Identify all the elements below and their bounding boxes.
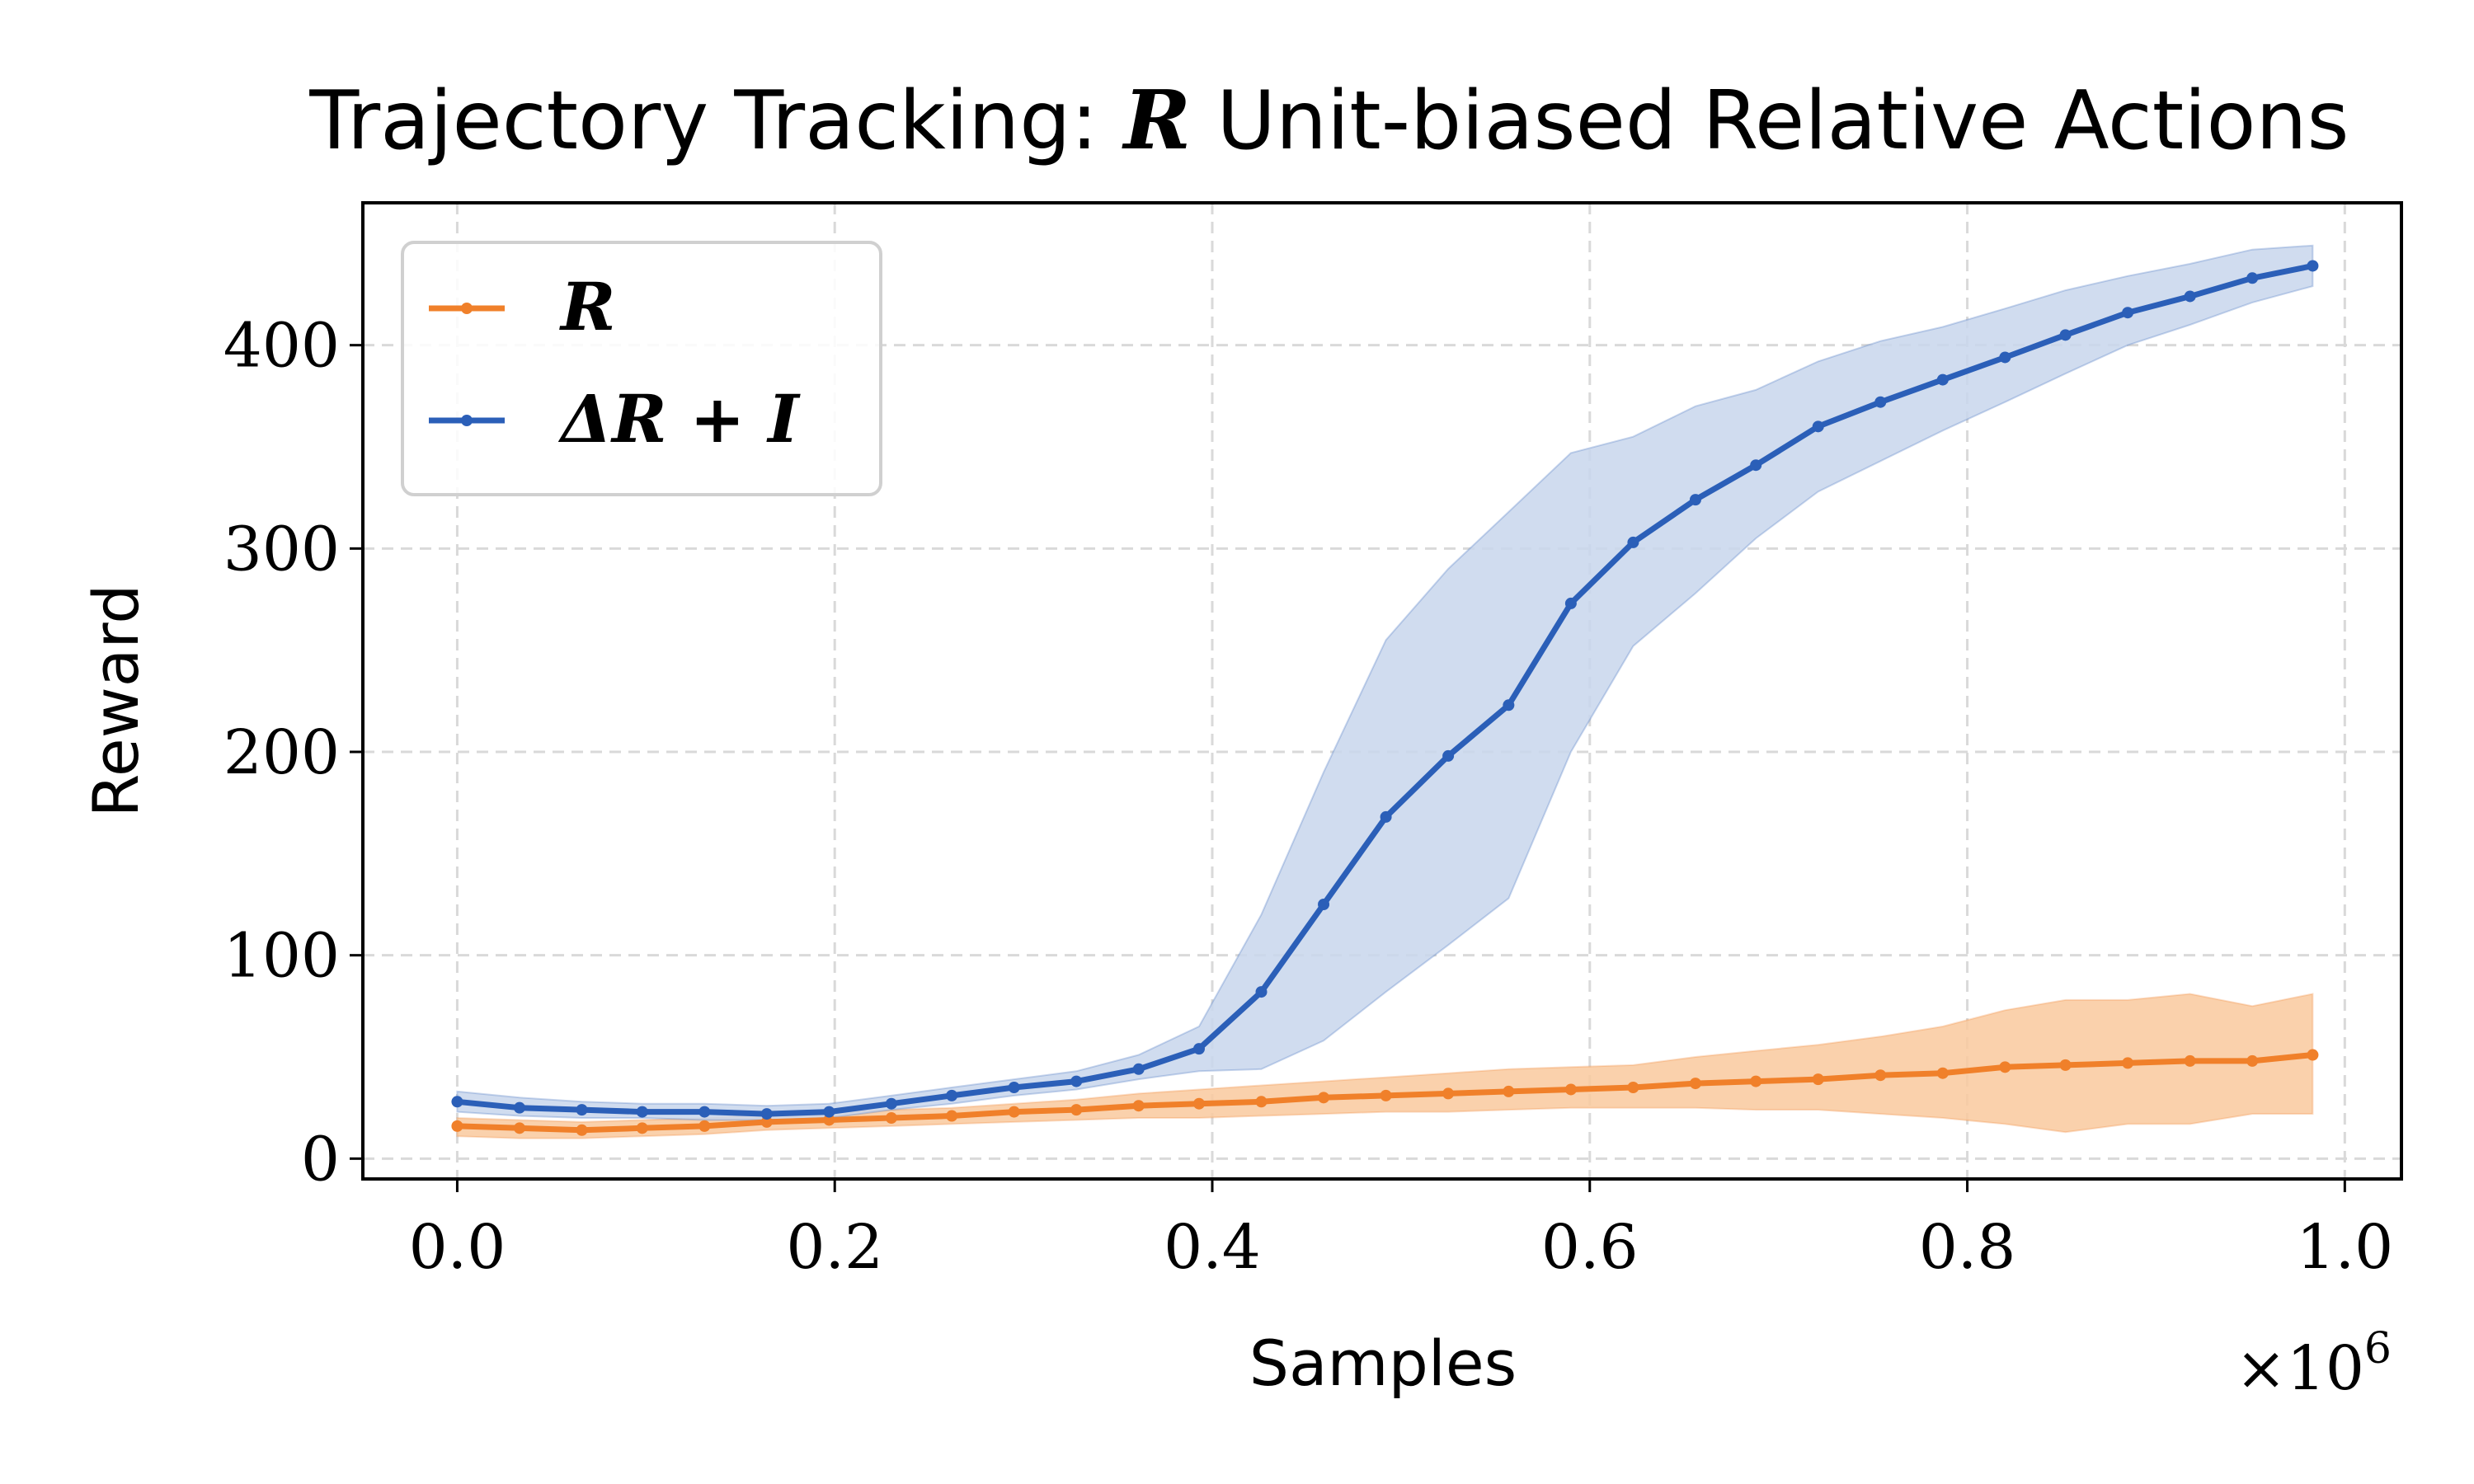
y-tick-label-4: 400 [223,311,340,382]
point-series-0-12 [1192,1097,1205,1110]
point-series-0-1 [513,1122,525,1134]
point-series-1-28 [2184,290,2196,303]
point-series-0-5 [760,1115,773,1128]
point-series-1-24 [1936,373,1949,386]
point-series-0-30 [2307,1049,2319,1061]
x-axis-multiplier-base: ×10 [2236,1333,2364,1404]
point-series-0-28 [2184,1054,2196,1067]
y-axis-ticks: 0 100 200 300 400 [223,311,363,1195]
point-series-0-10 [1070,1104,1083,1116]
x-tick-label-1: 0.2 [786,1212,883,1283]
legend-marker-1 [461,415,473,426]
x-tick-label-5: 1.0 [2296,1212,2393,1283]
point-series-0-13 [1255,1096,1268,1108]
chart-title: Trajectory Tracking: R Unit-biased Relat… [308,73,2349,168]
point-series-0-21 [1750,1075,1762,1087]
y-tick-label-2: 200 [223,717,340,788]
point-series-0-0 [451,1120,463,1132]
point-series-1-14 [1318,899,1330,910]
point-series-1-20 [1689,494,1701,506]
legend-marker-0 [461,303,473,314]
point-series-0-6 [823,1114,835,1126]
point-series-1-23 [1874,396,1887,408]
point-series-1-19 [1627,536,1639,548]
x-axis-multiplier-exponent: 6 [2364,1324,2392,1374]
point-series-1-1 [513,1101,525,1114]
point-series-1-22 [1812,420,1824,433]
x-axis-label: Samples [1249,1327,1517,1400]
point-series-1-13 [1255,986,1268,998]
chart-title-prefix: Trajectory Tracking: [308,74,1123,168]
x-tick-label-2: 0.4 [1164,1212,1261,1283]
point-series-1-26 [2059,329,2072,341]
legend-box [401,241,882,496]
series-markers [451,260,2319,1136]
point-series-1-30 [2307,260,2319,272]
x-tick-label-0: 0.0 [409,1212,506,1283]
plot-area-frame [361,201,2403,1181]
point-series-0-9 [1008,1106,1020,1118]
point-series-0-24 [1936,1067,1949,1079]
point-series-1-7 [885,1097,897,1110]
point-series-1-27 [2122,307,2134,319]
legend-label-1: ΔR + I [557,380,801,458]
band-series-1 [456,244,2314,1121]
chart-title-suffix: Unit-biased Relative Actions [1191,74,2349,168]
point-series-0-18 [1564,1083,1577,1096]
point-series-1-2 [576,1104,588,1116]
legend-label-0: R [559,268,615,345]
point-series-1-10 [1070,1075,1083,1087]
band-series-0 [456,993,2314,1139]
point-series-1-17 [1503,699,1515,711]
point-series-1-0 [451,1096,463,1108]
point-series-0-11 [1132,1100,1145,1112]
legend-entries: R ΔR + I [429,268,801,458]
point-series-1-15 [1380,810,1392,823]
point-series-0-20 [1689,1078,1701,1090]
x-axis-ticks: 0.0 0.2 0.4 0.6 0.8 1.0 [409,1179,2393,1283]
y-tick-label-3: 300 [223,514,340,585]
point-series-0-22 [1812,1073,1824,1086]
point-series-0-19 [1627,1082,1639,1093]
point-series-0-4 [698,1120,711,1132]
x-tick-label-4: 0.8 [1919,1212,2016,1283]
point-series-0-26 [2059,1059,2072,1071]
point-series-0-27 [2122,1057,2134,1069]
point-series-1-25 [1999,351,2011,364]
point-series-1-3 [636,1106,648,1118]
point-series-1-8 [946,1089,958,1101]
point-series-1-4 [698,1106,711,1118]
point-series-0-3 [636,1122,648,1134]
point-series-0-23 [1874,1069,1887,1082]
x-axis-multiplier: ×106 [2236,1324,2392,1404]
point-series-1-18 [1564,597,1577,609]
point-series-0-16 [1442,1087,1455,1100]
point-series-0-15 [1380,1089,1392,1101]
confidence-bands [456,244,2314,1139]
legend: R ΔR + I [401,241,882,496]
chart-title-symbol: R [1122,73,1191,168]
x-tick-label-3: 0.6 [1541,1212,1639,1283]
point-series-0-2 [576,1124,588,1136]
point-series-0-25 [1999,1061,2011,1073]
point-series-1-6 [823,1106,835,1118]
point-series-0-29 [2246,1054,2259,1067]
point-series-1-21 [1750,459,1762,472]
point-series-0-8 [946,1110,958,1122]
point-series-1-29 [2246,272,2259,284]
point-series-0-14 [1318,1092,1330,1104]
point-series-1-9 [1008,1082,1020,1093]
point-series-1-12 [1192,1043,1205,1055]
y-axis-label: Reward [79,584,153,817]
point-series-1-16 [1442,749,1455,762]
y-tick-label-0: 0 [301,1124,340,1195]
point-series-0-17 [1503,1085,1515,1097]
point-series-1-5 [760,1108,773,1120]
y-tick-label-1: 100 [223,921,340,992]
point-series-0-7 [885,1112,897,1124]
point-series-1-11 [1132,1063,1145,1075]
